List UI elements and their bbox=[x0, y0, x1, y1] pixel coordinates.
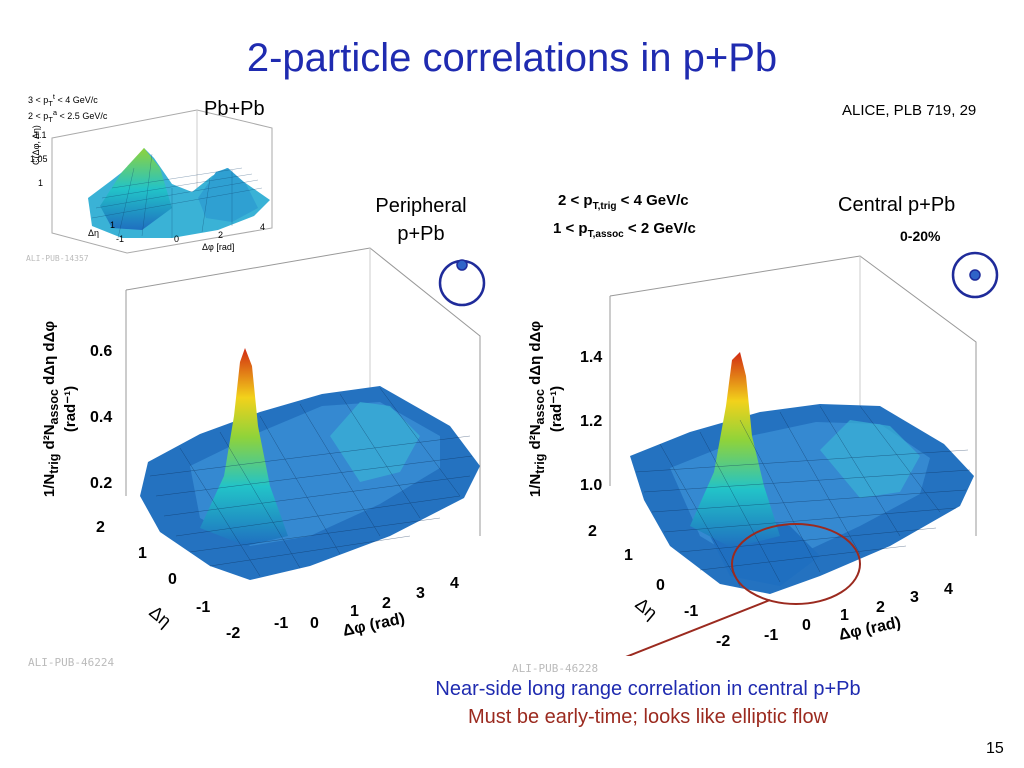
inset-pbpb-plot: 3 < pTt < 4 GeV/c 2 < pTa < 2.5 GeV/c 1.… bbox=[22, 88, 284, 266]
peripheral-ztick: 0.2 bbox=[90, 475, 112, 492]
central-mesh bbox=[635, 405, 971, 587]
inset-watermark: ALI-PUB-14357 bbox=[26, 254, 89, 263]
inset-cut2: 2 < pTa < 2.5 GeV/c bbox=[28, 108, 108, 124]
peripheral-watermark: ALI-PUB-46224 bbox=[28, 656, 115, 669]
slide-title: 2-particle correlations in p+Pb bbox=[246, 36, 778, 80]
peripheral-etatick: 0 bbox=[168, 571, 177, 588]
peripheral-etatick: -1 bbox=[196, 599, 210, 616]
reference-label: ALICE, PLB 719, 29 bbox=[842, 102, 977, 119]
central-etatick: -2 bbox=[716, 633, 730, 650]
inset-xtick: 0 bbox=[174, 234, 180, 244]
peripheral-away-ridge bbox=[330, 402, 420, 482]
central-surface-plot: -1 0 1 2 3 4 Δφ (rad) 2 1 0 -1 -2 Δη 1.4… bbox=[580, 255, 977, 656]
peripheral-near-peak bbox=[200, 348, 288, 546]
peripheral-label-line1: Peripheral bbox=[375, 195, 467, 217]
inset-xtick: 2 bbox=[218, 230, 224, 240]
peripheral-etatick: 1 bbox=[138, 545, 147, 562]
central-xtick: 4 bbox=[944, 581, 953, 598]
annotation-line1: Near-side long range correlation in cent… bbox=[435, 678, 861, 700]
central-zlabel: 1/Ntrig d²Nassoc dΔη dΔφ (rad⁻¹) bbox=[527, 320, 565, 498]
peripheral-collision-icon bbox=[438, 259, 486, 307]
central-ztick: 1.4 bbox=[580, 349, 602, 366]
peripheral-xtick: 0 bbox=[310, 615, 319, 632]
central-xtick: 2 bbox=[876, 599, 885, 616]
inset-ytick: 1 bbox=[38, 178, 44, 188]
cut-assoc: 1 < pT,assoc < 2 GeV/c bbox=[553, 220, 696, 240]
peripheral-label: Peripheral p+Pb bbox=[350, 192, 492, 248]
inset-label-pbpb: Pb+Pb bbox=[204, 98, 265, 120]
peripheral-etatick: -2 bbox=[226, 625, 240, 642]
annotation-pointer-line bbox=[625, 599, 771, 656]
peripheral-xtick: 4 bbox=[450, 575, 459, 592]
inset-ytick: 1.1 bbox=[34, 130, 47, 140]
inset-surface-svg bbox=[51, 109, 273, 254]
inset-near-peak bbox=[100, 148, 172, 230]
inset-away-ridge bbox=[198, 168, 258, 222]
central-xtick: 0 bbox=[802, 617, 811, 634]
inset-ytick: 1.05 bbox=[30, 154, 48, 164]
peripheral-xtick: 1 bbox=[350, 603, 359, 620]
peripheral-surface-plot: -1 0 1 2 3 4 Δφ (rad) 2 1 0 -1 -2 Δη 0.6… bbox=[90, 247, 481, 642]
central-etalabel: Δη bbox=[631, 594, 661, 623]
inset-xtick: 4 bbox=[260, 222, 266, 232]
centrality-label: 0-20% bbox=[900, 228, 941, 244]
peripheral-ztick: 0.4 bbox=[90, 409, 112, 426]
peripheral-etalabel: Δη bbox=[145, 602, 175, 631]
inset-etatick: -1 bbox=[116, 234, 125, 244]
page-number: 15 bbox=[986, 740, 1004, 757]
inset-cut1: 3 < pTt < 4 GeV/c bbox=[28, 92, 98, 108]
inset-ylabel: C(Δφ, Δη) bbox=[30, 125, 41, 165]
annotation-line2: Must be early-time; looks like elliptic … bbox=[467, 706, 829, 728]
central-ztick: 1.2 bbox=[580, 413, 602, 430]
peripheral-xtick: 3 bbox=[416, 585, 425, 602]
inset-etalabel: Δη bbox=[88, 228, 100, 238]
peripheral-xtick: -1 bbox=[274, 615, 288, 632]
central-xtick: 1 bbox=[840, 607, 849, 624]
cut-trig: 2 < pT,trig < 4 GeV/c bbox=[558, 192, 689, 212]
central-collision-icon bbox=[951, 251, 999, 299]
central-near-peak bbox=[690, 352, 780, 548]
peripheral-etatick: 2 bbox=[96, 519, 105, 536]
central-watermark: ALI-PUB-46228 bbox=[512, 662, 599, 675]
inset-xlabel: Δφ [rad] bbox=[202, 242, 235, 252]
peripheral-zlabel: 1/Ntrig d²Nassoc dΔη dΔφ (rad⁻¹) bbox=[41, 320, 79, 498]
peripheral-mesh bbox=[149, 387, 473, 577]
peripheral-ztick: 0.6 bbox=[90, 343, 112, 360]
central-ztick: 1.0 bbox=[580, 477, 602, 494]
central-xtick: 3 bbox=[910, 589, 919, 606]
near-side-ridge-ellipse bbox=[731, 523, 861, 605]
inset-mesh bbox=[91, 153, 263, 239]
peripheral-xtick: 2 bbox=[382, 595, 391, 612]
central-label: Central p+Pb bbox=[838, 194, 956, 216]
central-etatick: 0 bbox=[656, 577, 665, 594]
inset-etatick: 1 bbox=[110, 220, 116, 230]
peripheral-label-line2: p+Pb bbox=[397, 223, 445, 245]
central-etatick: 1 bbox=[624, 547, 633, 564]
central-etatick: -1 bbox=[684, 603, 698, 620]
central-xtick: -1 bbox=[764, 627, 778, 644]
central-etatick: 2 bbox=[588, 523, 597, 540]
